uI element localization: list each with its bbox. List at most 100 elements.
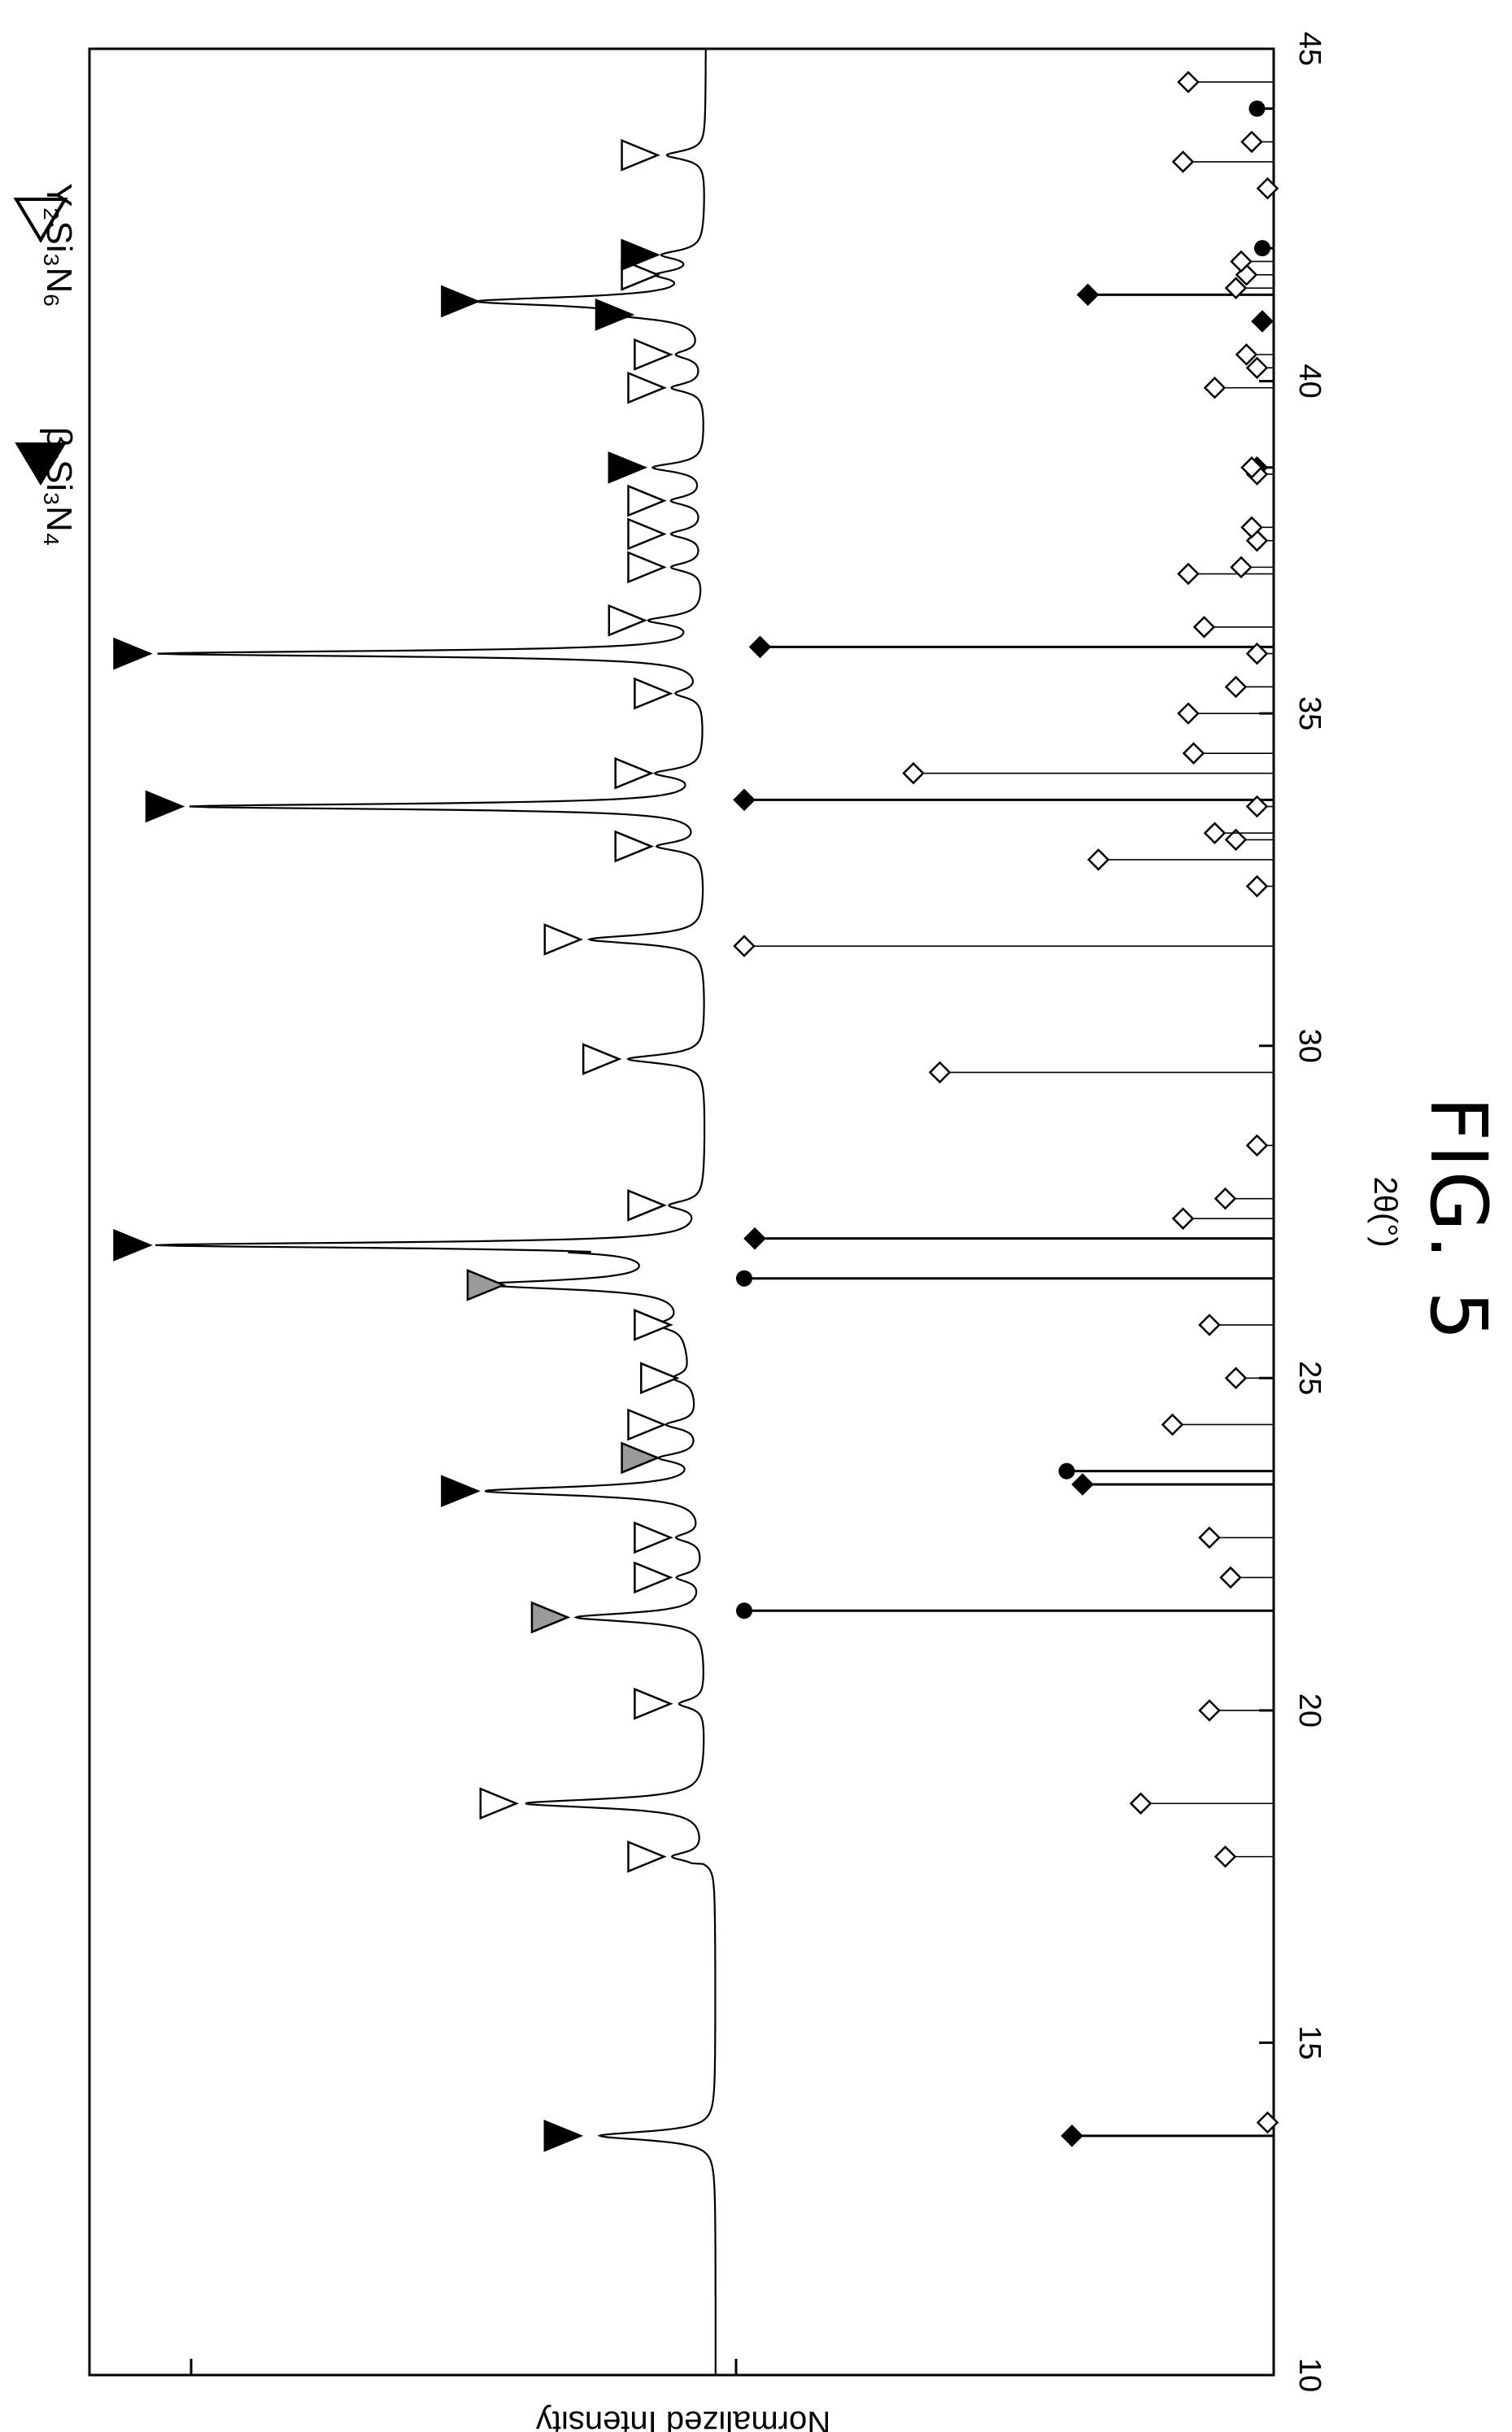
peak-marker-open-33 xyxy=(621,138,660,172)
peak-marker-filled-0 xyxy=(543,2119,584,2152)
x-tick-label-15: 15 xyxy=(1292,2025,1327,2059)
reference-open-diamond-marker-21 xyxy=(1177,702,1200,725)
peak-marker-open-24 xyxy=(627,517,667,551)
reference-open-diamond-marker-17 xyxy=(1203,822,1227,844)
reference-filled-circle-marker-0 xyxy=(736,1602,752,1619)
peak-marker-open-27 xyxy=(627,371,667,404)
x-tick-label-40: 40 xyxy=(1292,364,1327,398)
y-axis-title: Normalized Intensity xyxy=(536,2404,830,2432)
peak-marker-open-28 xyxy=(634,338,673,371)
peak-marker-open-25 xyxy=(627,484,667,517)
x-tick-label-35: 35 xyxy=(1292,696,1327,730)
reference-open-diamond-marker-30 xyxy=(1240,456,1263,479)
peak-marker-open-14 xyxy=(627,1188,667,1222)
x-axis-ticks: 10 15 20 25 30 35 40 45 xyxy=(1259,32,1327,2392)
peak-marker-filled-29 xyxy=(595,298,635,331)
peak-marker-filled-21 xyxy=(113,637,153,670)
reference-open-diamond-marker-33 xyxy=(1235,343,1258,366)
peak-marker-filled-13 xyxy=(113,1228,153,1262)
x-axis-title: 2θ(°) xyxy=(1367,1176,1403,1247)
reference-open-diamond-marker-23 xyxy=(1245,642,1269,665)
reference-open-diamond-marker-28 xyxy=(1240,516,1263,539)
reference-filled-diamond-marker-6 xyxy=(1251,310,1274,333)
reference-open-diamond-marker-19 xyxy=(902,761,925,785)
reference-open-diamond-marker-39 xyxy=(1240,130,1263,154)
peak-marker-open-23 xyxy=(627,551,667,584)
peak-marker-gray-12 xyxy=(466,1269,507,1301)
reference-filled-diamond-marker-1 xyxy=(1071,1473,1094,1496)
reference-open-diamond-marker-40 xyxy=(1177,71,1200,94)
legend-y2si3n6-marker xyxy=(13,198,68,243)
legend: β-Si₃N₄ Y₂Si₃N₆ xyxy=(13,183,79,547)
peak-marker-open-11 xyxy=(634,1309,673,1341)
reference-open-diamond-marker-20 xyxy=(1182,742,1205,765)
reference-open-diamond-marker-36 xyxy=(1230,250,1253,273)
peak-marker-filled-18 xyxy=(145,790,185,823)
reference-filled-circle-marker-1 xyxy=(1058,1462,1075,1480)
legend-y2si3n6-label: Y₂Si₃N₆ xyxy=(39,183,79,307)
reference-open-diamond-marker-13 xyxy=(733,935,756,957)
peak-marker-filled-7 xyxy=(441,1475,481,1508)
reference-open-diamond-marker-4 xyxy=(1219,1566,1242,1589)
reference-open-diamond-marker-7 xyxy=(1224,1366,1248,1390)
reference-pattern xyxy=(733,71,1279,2147)
reference-open-diamond-marker-8 xyxy=(1198,1314,1221,1336)
peak-marker-gray-4 xyxy=(530,1601,571,1634)
peak-marker-gray-8 xyxy=(621,1441,660,1475)
peak-marker-open-16 xyxy=(543,923,584,956)
peak-marker-open-31 xyxy=(621,258,660,291)
figure-label: FIG. 5 xyxy=(1413,1096,1504,1344)
peak-marker-open-10 xyxy=(640,1362,680,1395)
x-tick-label-30: 30 xyxy=(1292,1029,1327,1063)
pattern-trace xyxy=(155,49,717,2375)
reference-open-diamond-marker-25 xyxy=(1177,562,1200,586)
reference-open-diamond-marker-9 xyxy=(1171,1207,1195,1230)
reference-open-diamond-marker-11 xyxy=(1245,1134,1269,1157)
reference-filled-diamond-marker-0 xyxy=(1061,2125,1083,2147)
reference-open-diamond-marker-34 xyxy=(1224,277,1248,299)
reference-open-diamond-marker-22 xyxy=(1224,675,1248,699)
x-tick-label-10: 10 xyxy=(1292,2358,1327,2392)
peak-marker-filled-26 xyxy=(608,451,648,484)
legend-beta-si3n4-label: β-Si₃N₄ xyxy=(39,427,79,547)
peak-marker-filled-32 xyxy=(621,238,660,272)
reference-open-diamond-marker-24 xyxy=(1192,616,1216,639)
reference-open-diamond-marker-2 xyxy=(1129,1792,1153,1815)
peak-marker-open-9 xyxy=(627,1408,667,1441)
reference-open-diamond-marker-18 xyxy=(1245,795,1269,818)
peak-marker-open-2 xyxy=(479,1787,520,1820)
peak-marker-filled-30 xyxy=(441,285,481,318)
reference-filled-diamond-marker-7 xyxy=(1076,283,1100,307)
reference-filled-diamond-marker-4 xyxy=(748,635,772,659)
reference-open-diamond-marker-37 xyxy=(1256,177,1279,200)
reference-open-diamond-marker-5 xyxy=(1198,1526,1221,1549)
reference-open-diamond-marker-10 xyxy=(1214,1187,1237,1210)
reference-open-diamond-marker-15 xyxy=(1087,848,1110,871)
peak-marker-open-6 xyxy=(634,1521,673,1554)
reference-open-diamond-marker-1 xyxy=(1214,1845,1237,1868)
reference-open-diamond-marker-14 xyxy=(1245,874,1269,898)
reference-open-diamond-marker-3 xyxy=(1198,1699,1221,1722)
peak-marker-open-3 xyxy=(634,1687,673,1720)
peak-marker-open-20 xyxy=(634,677,673,710)
reference-open-diamond-marker-12 xyxy=(928,1061,952,1084)
reference-open-diamond-marker-38 xyxy=(1171,150,1195,173)
plot-frame xyxy=(88,47,1275,2377)
peak-markers xyxy=(113,138,680,2152)
peak-marker-open-17 xyxy=(614,830,655,863)
measured-pattern xyxy=(155,49,717,2375)
peak-marker-open-1 xyxy=(627,1840,667,1873)
reference-filled-diamond-marker-2 xyxy=(743,1227,766,1250)
peak-marker-open-5 xyxy=(634,1561,673,1594)
plot-area: 10 15 20 25 30 35 40 45 Normalized Intensity 2θ… xyxy=(88,32,1403,2432)
reference-filled-diamond-marker-3 xyxy=(733,788,756,812)
reference-open-diamond-marker-26 xyxy=(1230,556,1253,579)
reference-filled-circle-marker-3 xyxy=(1254,240,1270,257)
reference-open-diamond-marker-32 xyxy=(1245,356,1269,379)
reference-open-diamond-marker-6 xyxy=(1161,1413,1184,1436)
reference-open-diamond-marker-0 xyxy=(1256,2111,1279,2134)
reference-filled-circle-marker-4 xyxy=(1248,100,1266,117)
x-tick-label-25: 25 xyxy=(1292,1361,1327,1395)
legend-beta-si3n4-marker xyxy=(15,442,67,486)
